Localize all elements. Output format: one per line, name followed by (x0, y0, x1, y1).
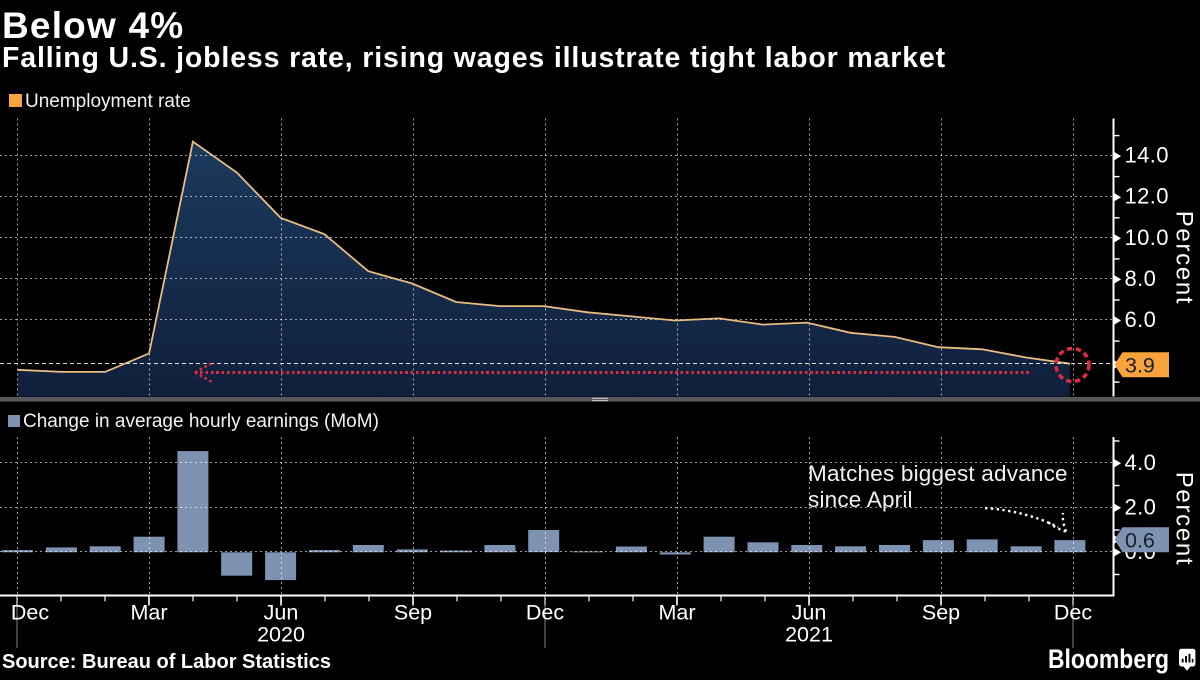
svg-text:Dec: Dec (1054, 601, 1092, 625)
svg-text:Falling U.S. jobless rate, ris: Falling U.S. jobless rate, rising wages … (2, 42, 946, 74)
svg-text:Mar: Mar (130, 601, 167, 625)
svg-text:Percent: Percent (1171, 472, 1198, 567)
svg-text:3.9: 3.9 (1125, 354, 1155, 378)
svg-text:Mar: Mar (658, 601, 695, 625)
svg-text:Bloomberg: Bloomberg (1048, 644, 1169, 674)
svg-text:6.0: 6.0 (1125, 307, 1157, 332)
svg-text:Source: Bureau of Labor Statis: Source: Bureau of Labor Statistics (2, 651, 331, 673)
svg-text:since April: since April (808, 487, 913, 512)
svg-text:Unemployment rate: Unemployment rate (25, 91, 191, 112)
svg-text:Percent: Percent (1171, 211, 1198, 306)
svg-text:Below 4%: Below 4% (2, 5, 184, 46)
svg-text:Jun: Jun (792, 601, 827, 625)
svg-text:10.0: 10.0 (1125, 225, 1169, 250)
svg-text:14.0: 14.0 (1125, 143, 1169, 168)
svg-text:12.0: 12.0 (1125, 184, 1169, 209)
svg-text:Jun: Jun (264, 601, 299, 625)
svg-text:Matches biggest advance: Matches biggest advance (808, 461, 1068, 486)
svg-text:2021: 2021 (785, 623, 833, 647)
svg-text:Dec: Dec (526, 601, 564, 625)
svg-text:Sep: Sep (394, 601, 432, 625)
svg-text:4.0: 4.0 (1125, 450, 1157, 475)
svg-text:2.0: 2.0 (1125, 494, 1157, 519)
svg-text:2020: 2020 (257, 623, 305, 647)
svg-text:0.6: 0.6 (1125, 529, 1155, 553)
svg-text:Change in average hourly earni: Change in average hourly earnings (MoM) (23, 411, 379, 432)
svg-text:8.0: 8.0 (1125, 266, 1157, 291)
svg-text:Dec: Dec (11, 601, 49, 625)
svg-text:Sep: Sep (922, 601, 960, 625)
